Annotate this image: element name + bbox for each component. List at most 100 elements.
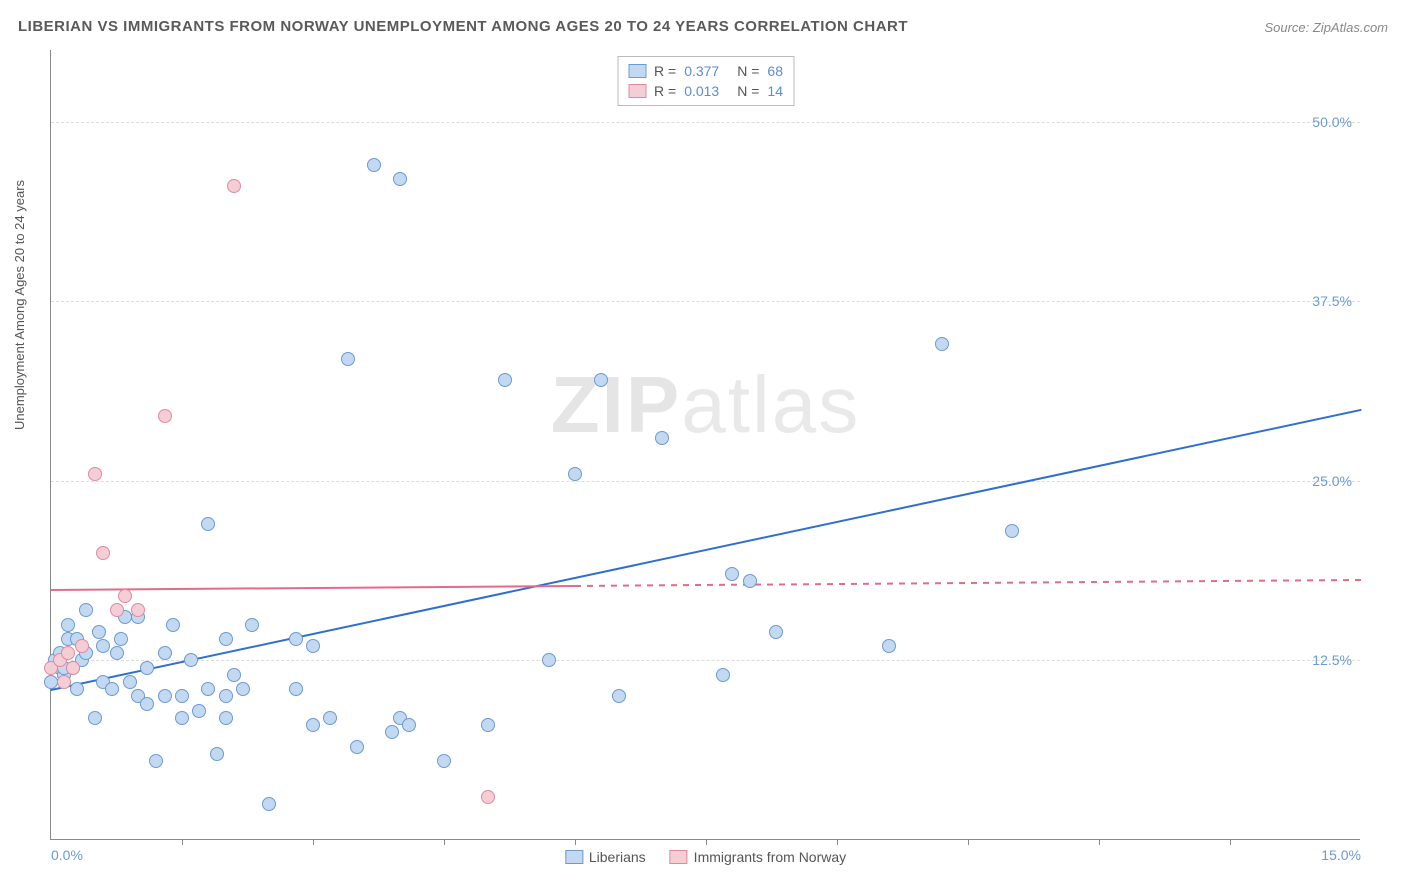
legend-swatch: [628, 64, 646, 78]
watermark: ZIPatlas: [551, 359, 860, 451]
legend-label: Liberians: [589, 849, 646, 865]
gridline: [51, 481, 1360, 482]
data-point: [44, 675, 58, 689]
data-point: [393, 172, 407, 186]
gridline: [51, 301, 1360, 302]
x-tick: [182, 839, 183, 845]
legend-row: R =0.013N =14: [628, 81, 783, 101]
data-point: [219, 632, 233, 646]
data-point: [166, 618, 180, 632]
correlation-legend: R =0.377N =68R =0.013N =14: [617, 56, 794, 106]
data-point: [568, 467, 582, 481]
legend-row: R =0.377N =68: [628, 61, 783, 81]
x-tick: [837, 839, 838, 845]
data-point: [192, 704, 206, 718]
data-point: [219, 689, 233, 703]
y-tick-label: 12.5%: [1312, 652, 1352, 668]
x-tick: [1230, 839, 1231, 845]
chart-title: LIBERIAN VS IMMIGRANTS FROM NORWAY UNEMP…: [18, 18, 908, 35]
data-point: [88, 467, 102, 481]
data-point: [66, 661, 80, 675]
x-tick-label: 15.0%: [1321, 847, 1361, 863]
data-point: [70, 682, 84, 696]
data-point: [158, 646, 172, 660]
data-point: [245, 618, 259, 632]
data-point: [289, 632, 303, 646]
x-tick: [444, 839, 445, 845]
data-point: [184, 653, 198, 667]
data-point: [341, 352, 355, 366]
data-point: [140, 661, 154, 675]
data-point: [262, 797, 276, 811]
data-point: [92, 625, 106, 639]
legend-swatch: [628, 84, 646, 98]
x-tick: [575, 839, 576, 845]
legend-r-value: 0.377: [684, 63, 719, 79]
data-point: [57, 675, 71, 689]
data-point: [201, 517, 215, 531]
legend-r-label: R =: [654, 63, 676, 79]
data-point: [481, 718, 495, 732]
data-point: [498, 373, 512, 387]
data-point: [158, 409, 172, 423]
y-tick-label: 37.5%: [1312, 293, 1352, 309]
data-point: [75, 639, 89, 653]
y-tick-label: 50.0%: [1312, 114, 1352, 130]
data-point: [114, 632, 128, 646]
data-point: [385, 725, 399, 739]
data-point: [769, 625, 783, 639]
data-point: [118, 589, 132, 603]
legend-label: Immigrants from Norway: [694, 849, 846, 865]
x-tick: [1099, 839, 1100, 845]
data-point: [227, 668, 241, 682]
data-point: [289, 682, 303, 696]
data-point: [131, 603, 145, 617]
data-point: [201, 682, 215, 696]
legend-swatch: [565, 850, 583, 864]
data-point: [105, 682, 119, 696]
gridline: [51, 660, 1360, 661]
series-legend: Liberians Immigrants from Norway: [565, 849, 846, 865]
y-tick-label: 25.0%: [1312, 473, 1352, 489]
chart-area: ZIPatlas R =0.377N =68R =0.013N =14 Libe…: [50, 50, 1360, 840]
legend-n-value: 14: [767, 83, 783, 99]
data-point: [725, 567, 739, 581]
legend-item: Liberians: [565, 849, 646, 865]
trend-line: [575, 579, 1361, 587]
x-tick: [706, 839, 707, 845]
data-point: [79, 603, 93, 617]
data-point: [123, 675, 137, 689]
data-point: [882, 639, 896, 653]
y-axis-label: Unemployment Among Ages 20 to 24 years: [12, 180, 27, 430]
data-point: [96, 546, 110, 560]
data-point: [236, 682, 250, 696]
data-point: [306, 718, 320, 732]
data-point: [158, 689, 172, 703]
watermark-light: atlas: [681, 360, 860, 449]
data-point: [743, 574, 757, 588]
data-point: [110, 603, 124, 617]
legend-r-value: 0.013: [684, 83, 719, 99]
data-point: [61, 646, 75, 660]
data-point: [149, 754, 163, 768]
data-point: [655, 431, 669, 445]
gridline: [51, 122, 1360, 123]
data-point: [210, 747, 224, 761]
data-point: [323, 711, 337, 725]
data-point: [402, 718, 416, 732]
data-point: [219, 711, 233, 725]
data-point: [175, 689, 189, 703]
data-point: [437, 754, 451, 768]
data-point: [350, 740, 364, 754]
data-point: [367, 158, 381, 172]
x-tick: [968, 839, 969, 845]
data-point: [61, 618, 75, 632]
data-point: [140, 697, 154, 711]
data-point: [716, 668, 730, 682]
legend-item: Immigrants from Norway: [670, 849, 846, 865]
data-point: [612, 689, 626, 703]
data-point: [481, 790, 495, 804]
data-point: [935, 337, 949, 351]
legend-n-label: N =: [737, 63, 759, 79]
x-tick: [313, 839, 314, 845]
